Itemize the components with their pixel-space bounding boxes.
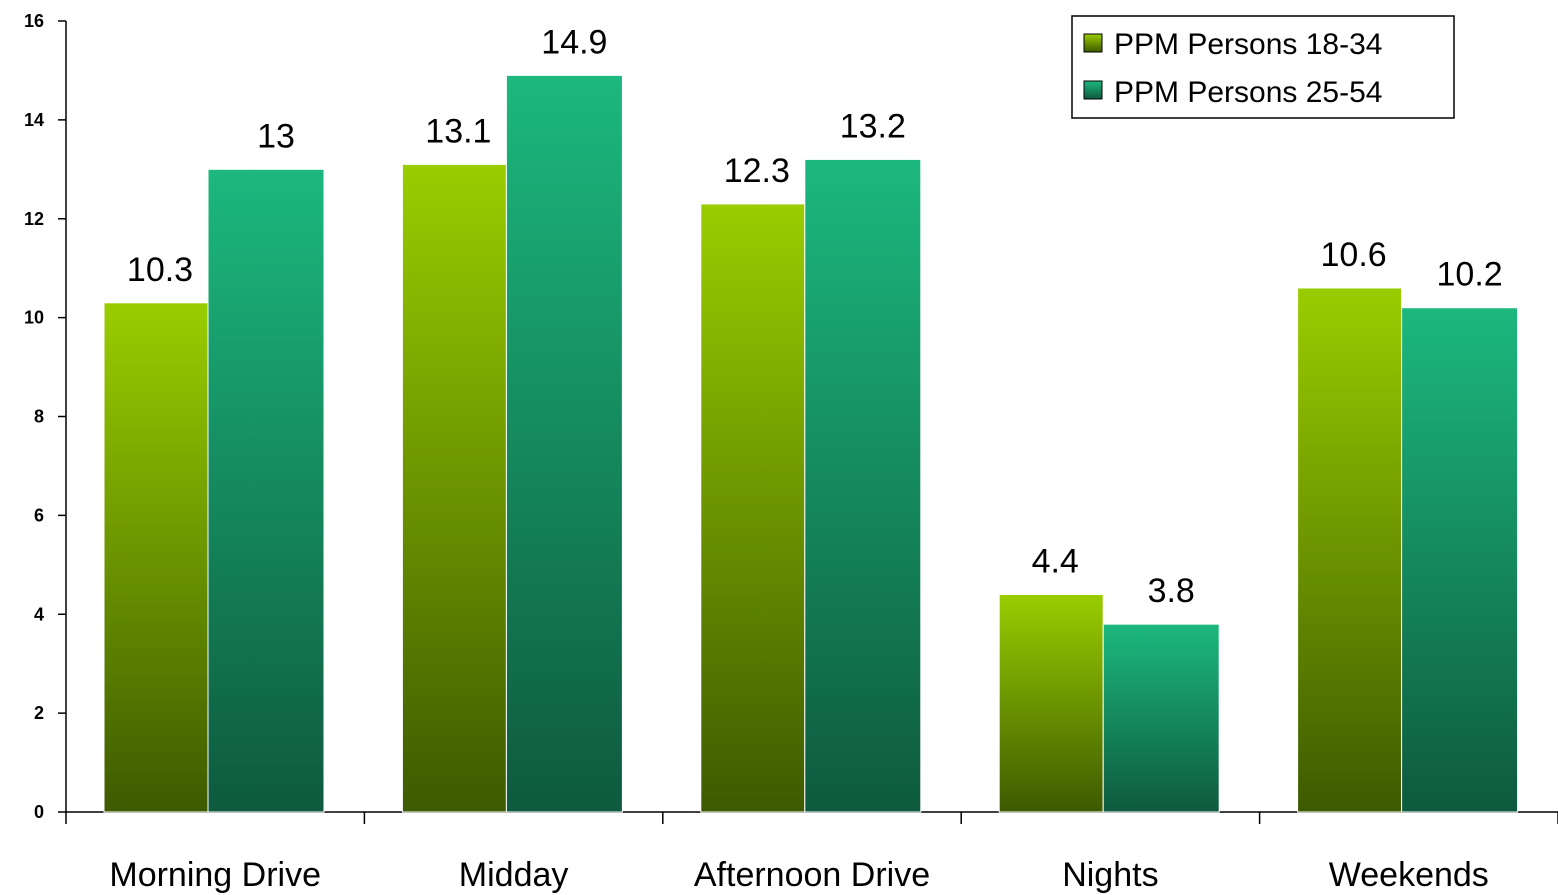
- legend-swatch-18-34: [1083, 33, 1103, 53]
- bar-persons-25-54: [804, 158, 922, 813]
- data-label: 3.8: [1148, 572, 1195, 610]
- bar-persons-18-34: [401, 163, 507, 813]
- bar-persons-25-54: [505, 74, 623, 813]
- bar-persons-25-54: [1102, 623, 1220, 813]
- y-tick-label: 10: [24, 308, 44, 328]
- bar-persons-25-54: [1401, 307, 1519, 813]
- legend-label-18-34: PPM Persons 18-34: [1114, 28, 1382, 61]
- legend-box: [1071, 15, 1455, 119]
- y-tick-label: 12: [24, 209, 44, 229]
- y-tick-label: 16: [24, 11, 44, 31]
- data-label: 13.1: [425, 112, 491, 150]
- data-label: 10.3: [127, 251, 193, 289]
- data-label: 10.6: [1321, 236, 1387, 274]
- bar-persons-18-34: [1297, 287, 1403, 813]
- x-category-label: Midday: [459, 856, 569, 894]
- legend-swatch-25-54: [1083, 80, 1103, 100]
- y-tick-label: 8: [34, 407, 44, 427]
- y-tick-label: 14: [24, 110, 44, 130]
- bar-persons-18-34: [103, 302, 209, 813]
- bar-persons-18-34: [700, 203, 806, 813]
- data-label: 4.4: [1032, 542, 1079, 580]
- x-category-label: Nights: [1062, 856, 1158, 894]
- chart-legend: PPM Persons 18-34 PPM Persons 25-54: [1071, 15, 1455, 119]
- chart-labels: 10.3 13 13.1 14.9 12.3 13.2 4.4 3.8 10.6 10.2: [127, 23, 1503, 610]
- data-label: 14.9: [541, 23, 607, 61]
- x-category-label: Weekends: [1329, 856, 1489, 894]
- x-category-label: Morning Drive: [109, 856, 321, 894]
- y-tick-label: 6: [34, 505, 44, 525]
- y-tick-label: 4: [34, 604, 44, 624]
- chart-axes: 0 2 4 6 8 10 12 14 16 Morning Drive Midday Afternoo…: [24, 11, 1558, 894]
- y-tick-label: 0: [34, 802, 44, 822]
- legend-label-25-54: PPM Persons 25-54: [1114, 76, 1382, 109]
- data-label: 13.2: [840, 107, 906, 145]
- y-tick-label: 2: [34, 703, 44, 723]
- bar-persons-25-54: [207, 168, 325, 813]
- data-label: 12.3: [724, 152, 790, 190]
- x-category-label: Afternoon Drive: [694, 856, 930, 894]
- chart-bars: [103, 74, 1519, 813]
- bar-persons-18-34: [998, 593, 1104, 813]
- data-label: 13: [257, 117, 295, 155]
- data-label: 10.2: [1437, 256, 1503, 294]
